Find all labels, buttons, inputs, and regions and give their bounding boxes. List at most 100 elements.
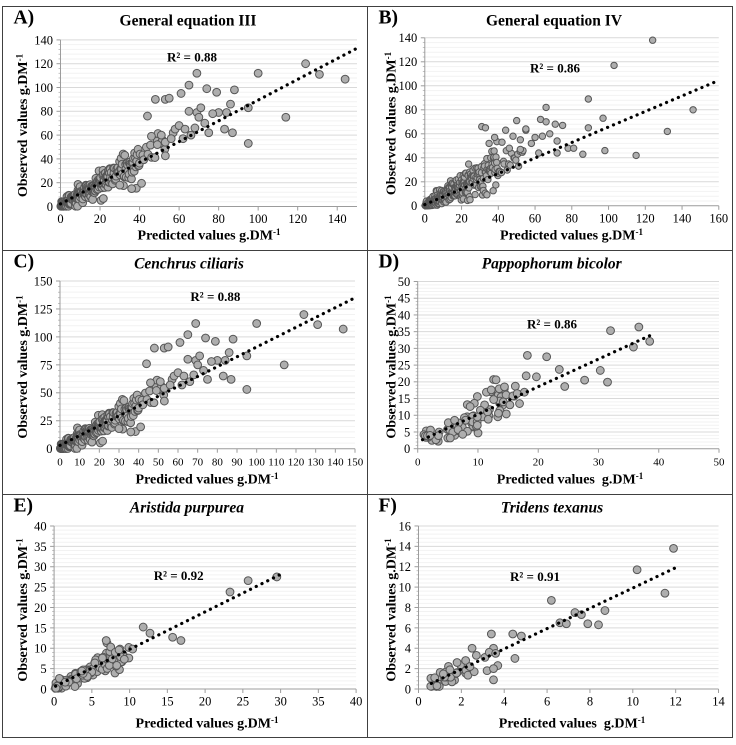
svg-text:16: 16 — [399, 519, 412, 533]
svg-text:Predicted values g.DM-1: Predicted values g.DM-1 — [497, 471, 644, 488]
svg-text:4: 4 — [501, 695, 508, 709]
svg-text:35: 35 — [312, 695, 325, 709]
svg-text:Cenchrus ciliaris: Cenchrus ciliaris — [134, 255, 244, 272]
svg-text:F): F) — [379, 496, 397, 517]
svg-text:Predicted values g.DM-1: Predicted values g.DM-1 — [499, 715, 646, 732]
svg-text:0: 0 — [422, 212, 428, 226]
svg-text:140: 140 — [327, 456, 344, 468]
svg-text:35: 35 — [398, 325, 411, 339]
svg-text:General equation III: General equation III — [120, 12, 257, 29]
svg-text:25: 25 — [40, 414, 53, 428]
svg-text:130: 130 — [307, 456, 324, 468]
svg-text:B): B) — [379, 8, 399, 29]
svg-text:R² = 0.88: R² = 0.88 — [190, 289, 240, 304]
svg-text:60: 60 — [173, 456, 185, 468]
svg-text:E): E) — [14, 496, 34, 517]
svg-text:D): D) — [379, 252, 400, 273]
svg-text:Predicted values g.DM-1: Predicted values g.DM-1 — [138, 227, 281, 244]
svg-text:0: 0 — [415, 456, 421, 468]
svg-text:5: 5 — [404, 425, 410, 439]
svg-text:12: 12 — [399, 560, 412, 574]
svg-text:20: 20 — [94, 212, 107, 226]
svg-text:120: 120 — [636, 212, 655, 226]
svg-text:20: 20 — [533, 456, 545, 468]
svg-text:0: 0 — [405, 682, 411, 696]
svg-text:0: 0 — [51, 695, 57, 709]
svg-text:100: 100 — [34, 81, 53, 95]
svg-text:90: 90 — [232, 456, 244, 468]
svg-text:35: 35 — [34, 540, 47, 554]
svg-text:Observed values g.DM-1: Observed values g.DM-1 — [383, 295, 400, 439]
svg-text:80: 80 — [212, 456, 224, 468]
svg-text:100: 100 — [249, 212, 268, 226]
svg-text:80: 80 — [566, 212, 579, 226]
svg-text:Observed values g.DM-1: Observed values g.DM-1 — [15, 538, 32, 682]
svg-text:20: 20 — [41, 176, 54, 190]
svg-text:5: 5 — [40, 662, 46, 676]
svg-text:120: 120 — [288, 456, 305, 468]
svg-text:125: 125 — [34, 302, 53, 316]
svg-text:30: 30 — [593, 456, 605, 468]
svg-text:0: 0 — [404, 442, 410, 456]
svg-text:Pappophorum bicolor: Pappophorum bicolor — [482, 255, 623, 272]
svg-text:60: 60 — [405, 127, 418, 141]
svg-text:R² = 0.91: R² = 0.91 — [510, 569, 560, 584]
svg-text:25: 25 — [237, 695, 250, 709]
svg-text:140: 140 — [673, 212, 692, 226]
svg-text:R² = 0.86: R² = 0.86 — [530, 60, 580, 75]
svg-text:20: 20 — [34, 601, 47, 615]
svg-text:75: 75 — [40, 358, 53, 372]
svg-text:40: 40 — [350, 695, 363, 709]
svg-text:15: 15 — [34, 621, 47, 635]
svg-text:50: 50 — [398, 275, 411, 289]
svg-text:0: 0 — [57, 456, 63, 468]
svg-text:6: 6 — [405, 621, 411, 635]
svg-text:0: 0 — [40, 682, 46, 696]
svg-text:Predicted values g.DM-1: Predicted values g.DM-1 — [136, 715, 279, 732]
svg-text:Tridens texanus: Tridens texanus — [501, 499, 603, 516]
svg-text:30: 30 — [34, 560, 47, 574]
svg-text:A): A) — [14, 8, 35, 29]
svg-text:30: 30 — [274, 695, 287, 709]
svg-text:General equation IV: General equation IV — [486, 12, 623, 29]
svg-text:2: 2 — [458, 695, 464, 709]
svg-text:80: 80 — [212, 212, 225, 226]
svg-text:0: 0 — [47, 200, 53, 214]
svg-text:8: 8 — [405, 601, 411, 615]
svg-text:R² = 0.86: R² = 0.86 — [527, 317, 577, 332]
svg-text:40: 40 — [405, 151, 418, 165]
svg-text:140: 140 — [328, 212, 347, 226]
svg-text:Observed values g.DM-1: Observed values g.DM-1 — [383, 51, 400, 195]
svg-text:25: 25 — [398, 359, 411, 373]
svg-text:0: 0 — [411, 199, 417, 213]
svg-text:4: 4 — [405, 642, 412, 656]
svg-text:Aristida purpurea: Aristida purpurea — [129, 499, 244, 516]
svg-text:Observed values g.DM-1: Observed values g.DM-1 — [15, 53, 32, 197]
svg-text:R² = 0.92: R² = 0.92 — [154, 568, 204, 583]
svg-text:150: 150 — [34, 274, 53, 288]
svg-text:160: 160 — [709, 212, 728, 226]
svg-text:70: 70 — [192, 456, 204, 468]
svg-text:15: 15 — [398, 392, 411, 406]
svg-text:8: 8 — [587, 695, 593, 709]
svg-text:14: 14 — [712, 695, 725, 709]
svg-text:0: 0 — [46, 442, 52, 456]
svg-text:100: 100 — [399, 79, 418, 93]
svg-text:60: 60 — [173, 212, 186, 226]
svg-text:100: 100 — [248, 456, 265, 468]
svg-text:40: 40 — [34, 519, 47, 533]
svg-text:140: 140 — [399, 31, 418, 45]
svg-text:60: 60 — [529, 212, 542, 226]
svg-text:2: 2 — [405, 662, 411, 676]
svg-text:20: 20 — [455, 212, 468, 226]
svg-text:0: 0 — [57, 212, 63, 226]
svg-text:150: 150 — [347, 456, 364, 468]
svg-text:15: 15 — [161, 695, 174, 709]
svg-text:10: 10 — [399, 581, 412, 595]
svg-text:140: 140 — [34, 33, 53, 47]
svg-text:40: 40 — [492, 212, 505, 226]
svg-text:14: 14 — [399, 540, 412, 554]
svg-text:0: 0 — [415, 695, 421, 709]
svg-text:C): C) — [14, 252, 35, 273]
svg-text:10: 10 — [123, 695, 136, 709]
